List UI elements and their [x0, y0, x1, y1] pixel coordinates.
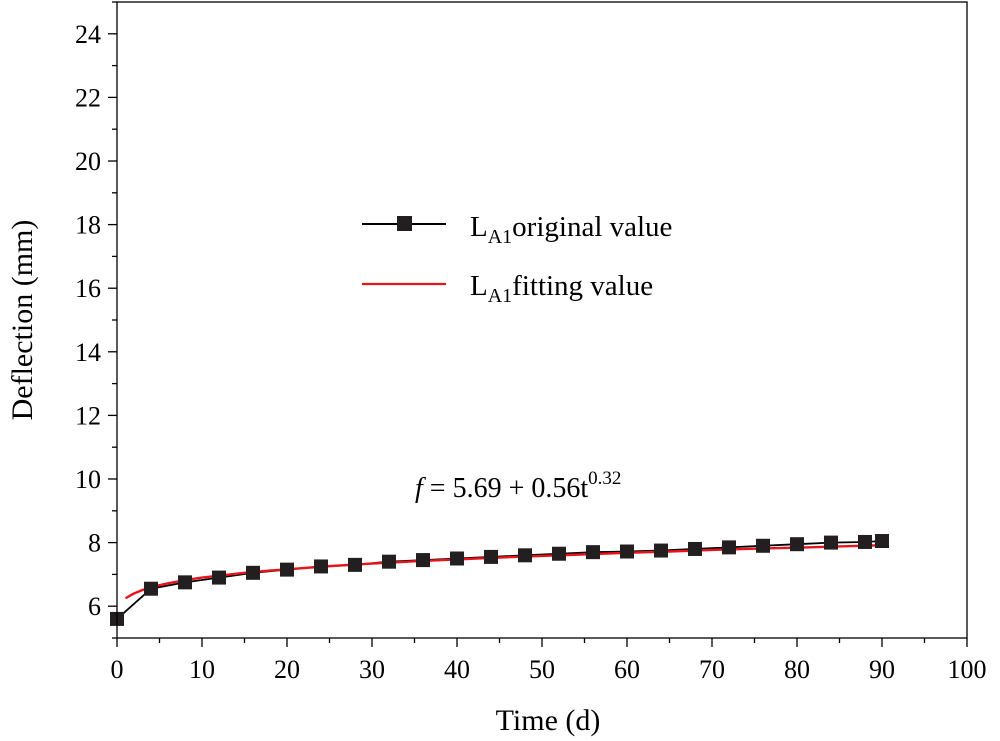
data-point: [756, 538, 770, 553]
data-point: [654, 543, 668, 558]
x-tick-label: 100: [948, 655, 987, 684]
data-point: [280, 562, 294, 577]
data-point: [178, 575, 192, 590]
y-tick-label: 16: [75, 274, 101, 303]
data-point: [416, 553, 430, 568]
legend: LA1original value LA1fitting value: [362, 211, 672, 307]
data-point: [875, 534, 889, 549]
x-tick-label: 90: [869, 655, 895, 684]
x-tick-label: 20: [274, 655, 300, 684]
data-point: [382, 554, 396, 569]
x-tick-label: 50: [529, 655, 555, 684]
plot-frame: [116, 1, 968, 639]
y-tick-label: 24: [75, 20, 101, 49]
y-tick-label: 22: [75, 83, 101, 112]
x-tick-label: 60: [614, 655, 640, 684]
series-layer: [110, 534, 889, 626]
series-line-fitting: [124, 543, 883, 600]
fit-equation: f = 5.69 + 0.56t0.32: [415, 468, 621, 504]
legend-item-fitting: LA1fitting value: [362, 270, 653, 307]
data-point: [348, 557, 362, 572]
data-point: [212, 570, 226, 585]
data-point: [824, 535, 838, 550]
y-tick-label: 10: [75, 465, 101, 494]
x-tick-label: 10: [189, 655, 215, 684]
data-point: [722, 540, 736, 555]
axis-ticks: 0 10 20 30 40 50 60 70 80 90 100 6 8 10 12 14 16 18 20 22 24: [75, 1, 987, 684]
y-tick-label: 12: [75, 401, 101, 430]
data-point: [144, 581, 158, 596]
data-point: [314, 559, 328, 574]
data-point: [688, 541, 702, 556]
legend-label-original: LA1original value: [470, 211, 672, 248]
data-point: [450, 551, 464, 566]
x-tick-label: 40: [444, 655, 470, 684]
y-tick-label: 18: [75, 211, 101, 240]
data-point: [518, 548, 532, 563]
y-tick-label: 6: [88, 592, 101, 621]
x-axis-title: Time (d): [496, 704, 601, 737]
data-point: [620, 544, 634, 559]
y-tick-label: 8: [88, 529, 101, 558]
x-tick-label: 70: [699, 655, 725, 684]
data-point: [858, 534, 872, 549]
y-tick-label: 14: [75, 338, 101, 367]
x-tick-label: 30: [359, 655, 385, 684]
data-point: [586, 545, 600, 560]
y-tick-label: 20: [75, 147, 101, 176]
data-point: [246, 565, 260, 580]
data-point: [484, 549, 498, 564]
y-axis-title: Deflection (mm): [6, 220, 39, 421]
legend-label-fitting: LA1fitting value: [470, 270, 653, 307]
data-point: [790, 537, 804, 552]
data-point: [552, 546, 566, 561]
x-tick-label: 80: [784, 655, 810, 684]
legend-marker-square: [397, 216, 412, 231]
legend-item-original: LA1original value: [362, 211, 672, 248]
x-tick-label: 0: [111, 655, 124, 684]
